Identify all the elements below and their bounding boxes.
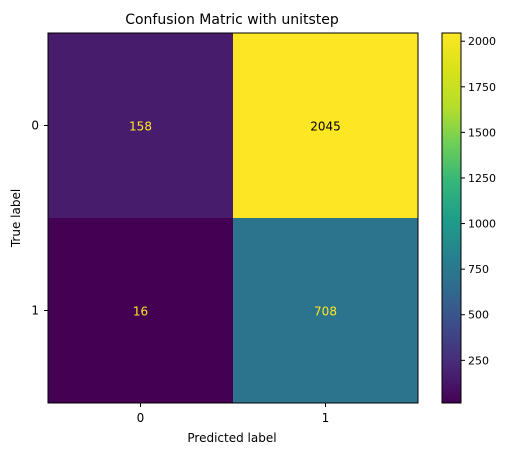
colorbar-tick-label: 2000 — [468, 35, 496, 48]
colorbar-tick-label: 750 — [468, 263, 489, 276]
colorbar-tick-label: 1750 — [468, 81, 496, 94]
y-axis-ticks: 01 — [31, 119, 48, 318]
chart-title: Confusion Matric with unitstep — [125, 12, 339, 28]
x-tick-label: 0 — [137, 411, 145, 425]
y-axis-label: True label — [9, 189, 23, 248]
heatmap-cells — [48, 33, 418, 403]
cell-value-label-r1-c1: 708 — [314, 305, 337, 319]
cell-value-labels: 158 2045 16 708 — [129, 120, 341, 319]
heatmap-cell-r0-c1 — [233, 33, 418, 218]
y-tick-label: 0 — [31, 119, 39, 133]
heatmap-cell-r1-c0 — [48, 218, 233, 403]
colorbar-tick-label: 500 — [468, 309, 489, 322]
heatmap-cell-r0-c0 — [48, 33, 233, 218]
cell-value-label-r0-c1: 2045 — [310, 120, 341, 134]
colorbar-tick-label: 1500 — [468, 126, 496, 139]
x-axis-label: Predicted label — [187, 431, 276, 445]
y-tick-label: 1 — [31, 304, 39, 318]
colorbar-ticks: 250 500 750 1000 1250 1500 1750 2000 — [461, 35, 496, 367]
colorbar-tick-label: 1250 — [468, 172, 496, 185]
colorbar — [441, 32, 462, 404]
colorbar-tick-label: 250 — [468, 354, 489, 367]
cell-value-label-r1-c0: 16 — [133, 305, 148, 319]
x-tick-label: 1 — [322, 411, 330, 425]
heatmap-cell-r1-c1 — [233, 218, 418, 403]
plot-frame — [47, 32, 419, 404]
cell-value-label-r0-c0: 158 — [129, 120, 152, 134]
colorbar-tick-label: 1000 — [468, 218, 496, 231]
